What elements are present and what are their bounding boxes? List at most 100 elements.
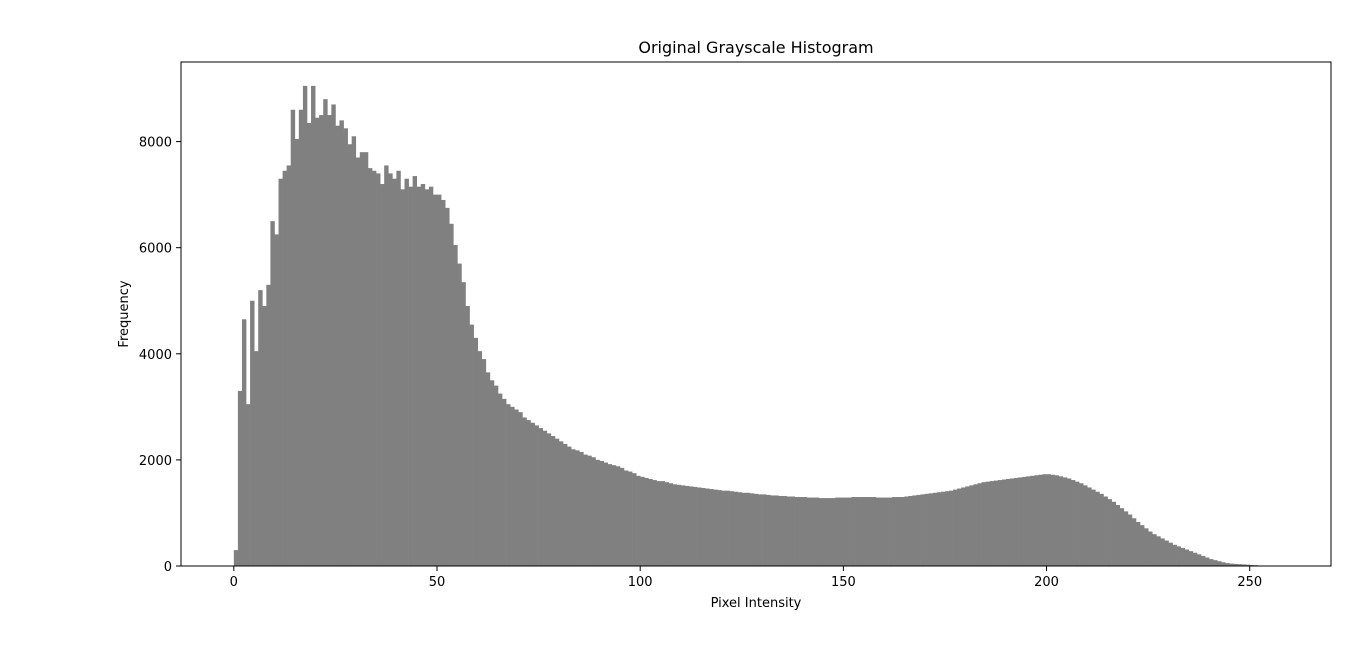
histogram-bar bbox=[908, 495, 913, 566]
histogram-bar bbox=[1213, 560, 1218, 566]
histogram-bar bbox=[1164, 540, 1169, 566]
histogram-bar bbox=[404, 178, 409, 566]
histogram-bar bbox=[957, 488, 962, 566]
histogram-bar bbox=[713, 489, 718, 566]
histogram-bar bbox=[400, 189, 405, 566]
histogram-bar bbox=[246, 404, 251, 566]
histogram-bar bbox=[286, 165, 292, 566]
histogram-bar bbox=[1188, 551, 1194, 566]
histogram-bar bbox=[884, 497, 889, 566]
histogram-bar bbox=[969, 485, 974, 566]
histogram-bar bbox=[1095, 491, 1100, 566]
y-tick-label: 6000 bbox=[139, 242, 172, 257]
histogram-bar bbox=[497, 393, 503, 566]
histogram-bar bbox=[359, 152, 365, 566]
histogram-bar bbox=[900, 497, 905, 566]
histogram-bar bbox=[1148, 531, 1153, 566]
histogram-bar bbox=[745, 492, 751, 566]
histogram-bar bbox=[888, 497, 893, 566]
histogram-bar bbox=[1225, 563, 1230, 566]
histogram-bar bbox=[481, 359, 487, 566]
histogram-bar bbox=[1050, 474, 1056, 566]
histogram-bar bbox=[977, 483, 982, 566]
histogram-bar bbox=[928, 493, 934, 566]
histogram-bar bbox=[1091, 489, 1096, 566]
histogram-bar bbox=[904, 496, 909, 566]
histogram-bar bbox=[282, 170, 287, 566]
histogram-bar bbox=[270, 221, 275, 566]
x-tick-label: 100 bbox=[628, 575, 653, 590]
histogram-bar bbox=[1152, 534, 1157, 566]
histogram-bar bbox=[319, 115, 324, 567]
histogram-bar bbox=[892, 497, 897, 566]
histogram-bar bbox=[762, 494, 767, 566]
histogram-bar bbox=[680, 485, 686, 566]
histogram-bar bbox=[1180, 547, 1186, 566]
histogram-bar bbox=[949, 490, 954, 566]
histogram-bar bbox=[343, 128, 348, 566]
histogram-bar bbox=[315, 117, 320, 567]
histogram-bar bbox=[302, 85, 308, 567]
histogram-bar bbox=[1107, 499, 1112, 566]
histogram-bar bbox=[1233, 563, 1238, 566]
histogram-bar bbox=[648, 478, 653, 566]
histogram-bar bbox=[701, 488, 706, 566]
histogram-bar bbox=[798, 497, 804, 566]
histogram-bar bbox=[944, 491, 950, 566]
histogram-bar bbox=[936, 492, 942, 566]
histogram-bar bbox=[562, 443, 568, 566]
histogram-bar bbox=[1030, 475, 1035, 566]
histogram-bar bbox=[1156, 536, 1161, 566]
histogram-bar bbox=[981, 482, 986, 566]
histogram-bar bbox=[408, 186, 413, 567]
histogram-bar bbox=[782, 495, 787, 566]
histogram-bar bbox=[668, 483, 674, 566]
histogram-bar bbox=[1014, 477, 1019, 566]
histogram-bar bbox=[542, 430, 548, 566]
histogram-bar bbox=[1046, 474, 1051, 566]
histogram-bar bbox=[526, 420, 531, 566]
histogram-bar bbox=[294, 138, 300, 566]
histogram-bar bbox=[331, 104, 336, 566]
histogram-bar bbox=[1038, 474, 1043, 566]
histogram-bar bbox=[867, 497, 873, 566]
histogram-bar bbox=[416, 186, 422, 567]
histogram-bar bbox=[1005, 478, 1011, 566]
histogram-bar bbox=[786, 496, 791, 566]
histogram-bar bbox=[729, 491, 734, 566]
x-tick-label: 250 bbox=[1237, 575, 1262, 590]
histogram-bar bbox=[510, 406, 515, 566]
histogram-bar bbox=[274, 234, 279, 567]
histogram-bar bbox=[623, 470, 629, 566]
histogram-bar bbox=[1001, 479, 1007, 566]
histogram-bar bbox=[571, 449, 576, 566]
histogram-bar bbox=[473, 337, 478, 566]
histogram-bar bbox=[810, 497, 816, 566]
histogram-bar bbox=[1074, 481, 1080, 566]
histogram-bar bbox=[725, 490, 730, 566]
histogram-bar bbox=[367, 168, 373, 567]
histogram-bar bbox=[514, 409, 519, 566]
histogram-bar bbox=[339, 120, 344, 567]
histogram-bar bbox=[241, 319, 247, 566]
histogram-bar bbox=[766, 494, 771, 566]
histogram-bar bbox=[636, 475, 641, 566]
histogram-bar bbox=[1111, 501, 1116, 566]
histogram-bar bbox=[445, 207, 450, 566]
histogram-bar bbox=[591, 457, 596, 566]
histogram-bar bbox=[1099, 493, 1104, 566]
histogram-bar bbox=[835, 497, 840, 566]
x-axis-label: Pixel Intensity bbox=[711, 596, 802, 611]
histogram-bar bbox=[1131, 518, 1137, 566]
histogram-bar bbox=[1160, 538, 1165, 566]
histogram-bar bbox=[709, 489, 714, 566]
histogram-bar bbox=[607, 464, 613, 566]
histogram-bar bbox=[847, 497, 852, 566]
histogram-bar bbox=[688, 486, 694, 566]
histogram-bar bbox=[424, 189, 430, 566]
histogram-bar bbox=[1022, 476, 1027, 566]
histogram-bar bbox=[258, 290, 263, 566]
histogram-bar bbox=[1184, 549, 1190, 566]
histogram-bar bbox=[250, 300, 255, 566]
histogram-bar bbox=[1209, 559, 1214, 566]
